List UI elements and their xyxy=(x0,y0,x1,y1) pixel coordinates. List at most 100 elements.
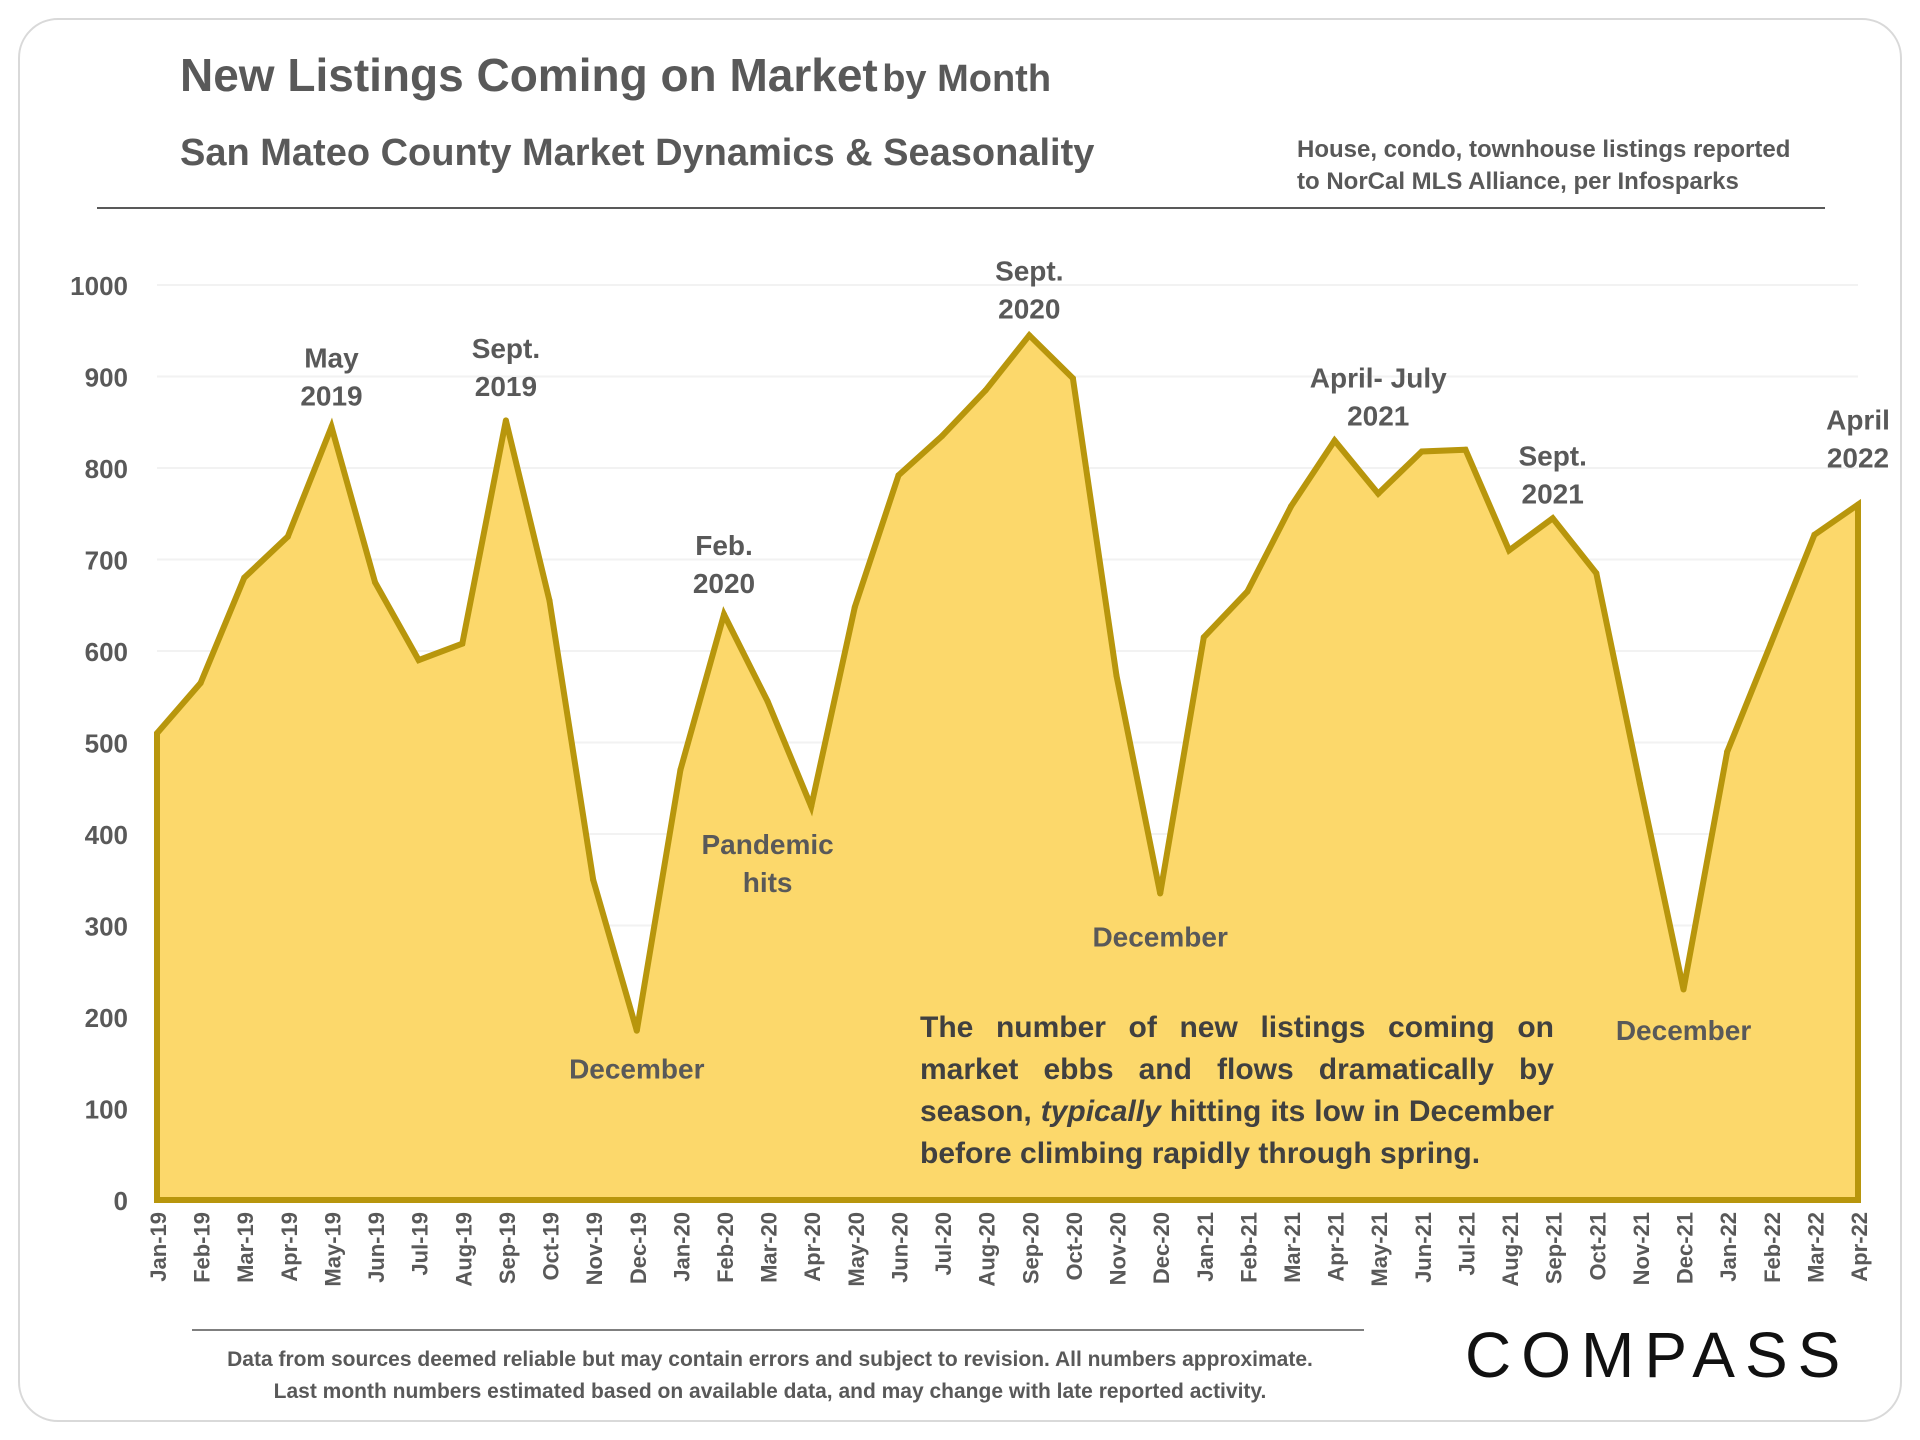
annotation-label: 2019 xyxy=(475,371,537,402)
chart-callout: The number of new listings coming on mar… xyxy=(920,1007,1554,1175)
data-point xyxy=(502,417,509,424)
x-tick-label: May-21 xyxy=(1367,1212,1392,1287)
x-tick-label: Oct-21 xyxy=(1585,1212,1610,1280)
y-tick-label: 100 xyxy=(85,1095,128,1125)
x-tick-label: Mar-19 xyxy=(233,1212,258,1283)
callout-text-end: hitting its low in December before climb… xyxy=(920,1095,1554,1170)
data-point xyxy=(1724,748,1731,755)
x-tick-label: Dec-21 xyxy=(1673,1212,1698,1284)
annotation-label: 2019 xyxy=(300,380,362,411)
data-point xyxy=(1113,672,1120,679)
chart-title-main: New Listings Coming on Market xyxy=(180,49,878,101)
data-point xyxy=(1767,640,1774,647)
data-point xyxy=(1506,547,1513,554)
x-tick-label: Sep-20 xyxy=(1018,1212,1043,1284)
chart-title: New Listings Coming on Market by Month xyxy=(180,48,1051,102)
y-tick-label: 200 xyxy=(85,1003,128,1033)
y-tick-label: 500 xyxy=(85,729,128,759)
y-tick-label: 0 xyxy=(114,1186,128,1216)
x-tick-label: Aug-21 xyxy=(1498,1212,1523,1287)
data-point xyxy=(982,387,989,394)
source-note: House, condo, townhouse listings reporte… xyxy=(1297,134,1790,198)
x-tick-label: Jul-19 xyxy=(408,1212,433,1276)
data-point xyxy=(241,574,248,581)
annotation-label: 2021 xyxy=(1347,400,1409,431)
annotation-label: Pandemic xyxy=(701,829,833,860)
data-point xyxy=(677,766,684,773)
data-point xyxy=(895,472,902,479)
x-tick-label: Feb-20 xyxy=(713,1212,738,1283)
data-point xyxy=(808,803,815,810)
x-tick-label: Apr-19 xyxy=(277,1212,302,1282)
header-divider xyxy=(97,207,1825,209)
x-tick-label: Jul-20 xyxy=(931,1212,956,1276)
x-tick-label: Mar-20 xyxy=(757,1212,782,1283)
data-point xyxy=(939,432,946,439)
disclaimer: Data from sources deemed reliable but ma… xyxy=(140,1344,1400,1408)
annotation-label: Sept. xyxy=(995,255,1063,286)
data-point xyxy=(415,657,422,664)
x-tick-label: Jun-20 xyxy=(887,1212,912,1283)
x-tick-label: Feb-19 xyxy=(190,1212,215,1283)
y-tick-label: 300 xyxy=(85,912,128,942)
x-tick-label: Mar-21 xyxy=(1280,1212,1305,1283)
data-point xyxy=(721,611,727,618)
data-point xyxy=(1680,986,1687,993)
data-point xyxy=(590,876,597,883)
x-tick-label: Oct-20 xyxy=(1062,1212,1087,1280)
disclaimer-line1: Data from sources deemed reliable but ma… xyxy=(227,1348,1313,1371)
annotation-label: May xyxy=(304,342,359,373)
y-tick-label: 600 xyxy=(85,637,128,667)
data-point xyxy=(1200,634,1207,641)
annotation-label: 2021 xyxy=(1522,478,1584,509)
chart-subtitle: San Mateo County Market Dynamics & Seaso… xyxy=(180,132,1095,174)
x-tick-label: Oct-19 xyxy=(539,1212,564,1280)
source-note-line1: House, condo, townhouse listings reporte… xyxy=(1297,136,1791,163)
x-tick-label: Apr-21 xyxy=(1324,1212,1349,1282)
x-tick-label: Dec-19 xyxy=(626,1212,651,1284)
data-point xyxy=(1636,780,1643,787)
y-tick-label: 800 xyxy=(85,454,128,484)
data-point xyxy=(1418,448,1425,455)
data-point xyxy=(284,533,291,540)
y-tick-label: 700 xyxy=(85,546,128,576)
annotation-label: Feb. xyxy=(695,530,753,561)
y-tick-label: 1000 xyxy=(70,271,128,301)
x-tick-label: May-19 xyxy=(320,1212,345,1287)
y-tick-label: 900 xyxy=(85,363,128,393)
data-point xyxy=(1855,501,1861,508)
annotation-label: December xyxy=(1092,922,1228,953)
callout-text-italic: typically xyxy=(1040,1095,1161,1128)
data-point xyxy=(197,680,204,687)
x-tick-label: Jun-19 xyxy=(364,1212,389,1283)
annotation-label: December xyxy=(1616,1015,1752,1046)
annotation-label: April xyxy=(1826,405,1890,436)
x-tick-label: Apr-22 xyxy=(1847,1212,1872,1282)
annotation-label: 2020 xyxy=(998,293,1060,324)
footer-divider xyxy=(192,1329,1364,1331)
annotation-label: 2020 xyxy=(693,568,755,599)
data-point xyxy=(1811,531,1818,538)
data-point xyxy=(1026,332,1033,339)
data-point xyxy=(328,423,335,430)
annotation-label: 2022 xyxy=(1827,443,1889,474)
x-tick-label: Nov-21 xyxy=(1629,1212,1654,1285)
data-point xyxy=(1069,375,1076,382)
x-tick-label: Sep-21 xyxy=(1542,1212,1567,1284)
data-point xyxy=(372,579,379,586)
data-point xyxy=(1244,588,1251,595)
data-point xyxy=(1288,503,1294,510)
x-tick-label: Jan-21 xyxy=(1193,1212,1218,1282)
annotation-label: December xyxy=(569,1053,705,1084)
data-point xyxy=(1375,490,1382,497)
x-tick-label: May-20 xyxy=(844,1212,869,1287)
data-point xyxy=(633,1027,640,1034)
x-tick-label: Jan-20 xyxy=(669,1212,694,1282)
x-tick-label: Feb-22 xyxy=(1760,1212,1785,1283)
x-tick-label: Apr-20 xyxy=(800,1212,825,1282)
x-tick-label: Nov-20 xyxy=(1106,1212,1131,1285)
x-tick-label: Sep-19 xyxy=(495,1212,520,1284)
source-note-line2: to NorCal MLS Alliance, per Infosparks xyxy=(1297,168,1739,195)
data-point xyxy=(1593,570,1600,577)
